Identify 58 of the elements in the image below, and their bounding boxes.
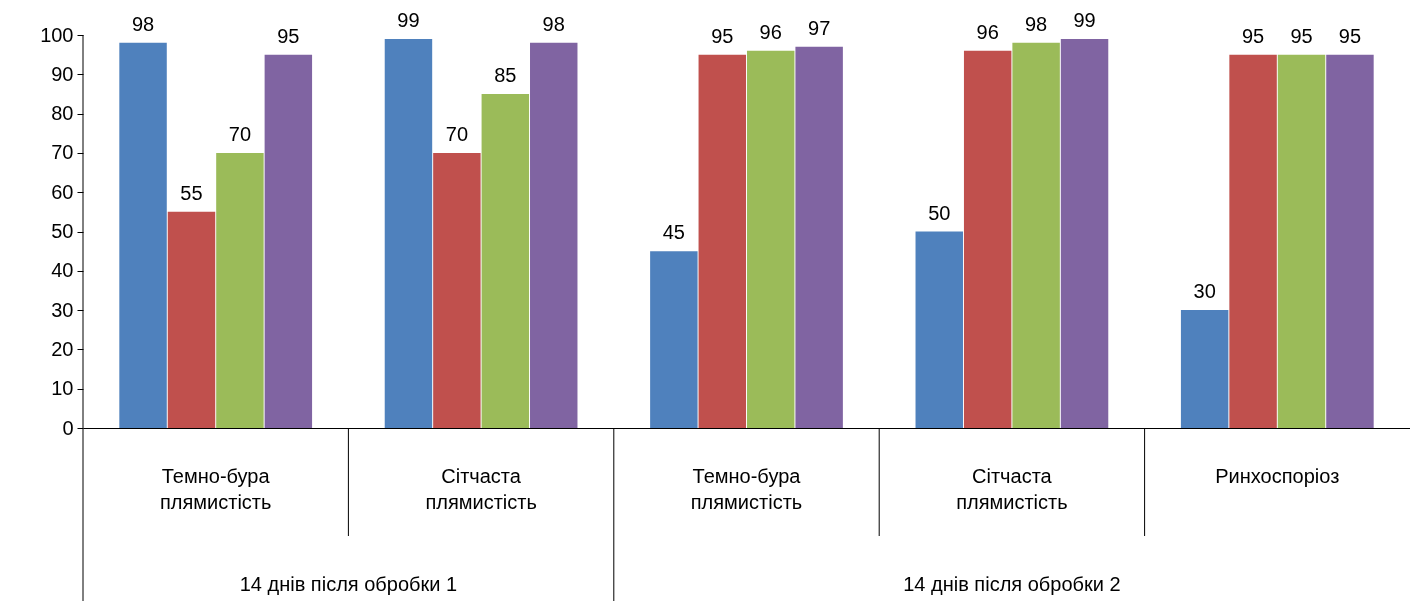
y-tick-label: 60 bbox=[51, 180, 74, 203]
y-tick-label: 100 bbox=[40, 23, 74, 46]
x-tick-label: Сітчаста плямистість bbox=[425, 464, 537, 513]
bar bbox=[650, 251, 698, 428]
y-tick-label: 10 bbox=[51, 377, 74, 400]
bar bbox=[746, 50, 795, 428]
bar bbox=[167, 211, 216, 428]
y-tick-label: 70 bbox=[51, 141, 74, 164]
y-tick-label: 20 bbox=[51, 337, 74, 360]
text: 14 днів після обробки 2 bbox=[903, 573, 1121, 595]
y-tick-label: 30 bbox=[51, 298, 74, 321]
x-tick-label: Темно-бура плямистість bbox=[159, 464, 272, 513]
data-label: 95 bbox=[1241, 24, 1265, 47]
y-tick-label: 50 bbox=[51, 220, 74, 242]
bar bbox=[264, 54, 313, 428]
y-tick-label: 0 bbox=[62, 416, 74, 439]
data-label: 99 bbox=[397, 8, 420, 31]
bar bbox=[963, 50, 1012, 428]
bar bbox=[530, 42, 578, 428]
x-tick-label: Ринхоспоріоз bbox=[1215, 464, 1340, 487]
data-label: 95 bbox=[1338, 24, 1362, 47]
data-label: 30 bbox=[1193, 280, 1216, 303]
data-label: 96 bbox=[759, 20, 782, 43]
text: 14 днів після обробки 1 bbox=[239, 573, 458, 595]
data-label: 99 bbox=[1073, 8, 1096, 31]
bar bbox=[698, 54, 747, 428]
bar bbox=[433, 152, 481, 428]
x-tick-label: Темно-бура плямистість bbox=[690, 464, 803, 513]
data-label: 55 bbox=[180, 181, 203, 204]
data-label: 50 bbox=[928, 201, 951, 224]
bar bbox=[915, 231, 963, 428]
data-label: 98 bbox=[542, 12, 565, 35]
bar bbox=[1060, 38, 1109, 428]
bar bbox=[216, 152, 264, 428]
data-label: 98 bbox=[1024, 12, 1048, 35]
y-tick-label: 80 bbox=[51, 102, 74, 125]
data-label: 97 bbox=[808, 16, 831, 39]
bar bbox=[795, 46, 843, 428]
bar bbox=[1277, 54, 1326, 428]
data-label: 96 bbox=[976, 20, 999, 43]
bar bbox=[384, 38, 433, 428]
data-label: 95 bbox=[711, 24, 734, 47]
y-tick-label: 90 bbox=[51, 62, 74, 85]
bar bbox=[1012, 42, 1060, 428]
data-label: 95 bbox=[1290, 24, 1313, 47]
x-tick-label: Сітчаста плямистість bbox=[956, 464, 1068, 513]
bar bbox=[481, 93, 530, 428]
bar bbox=[1229, 54, 1277, 428]
data-label: 45 bbox=[662, 221, 685, 244]
data-label: 70 bbox=[445, 122, 469, 145]
data-label: 95 bbox=[277, 24, 300, 47]
bar bbox=[1326, 54, 1374, 428]
data-label: 85 bbox=[494, 63, 517, 86]
bar bbox=[1180, 310, 1229, 428]
bar bbox=[119, 42, 167, 428]
data-label: 98 bbox=[131, 12, 155, 35]
data-label: 70 bbox=[228, 122, 252, 145]
y-tick-label: 40 bbox=[51, 259, 74, 282]
